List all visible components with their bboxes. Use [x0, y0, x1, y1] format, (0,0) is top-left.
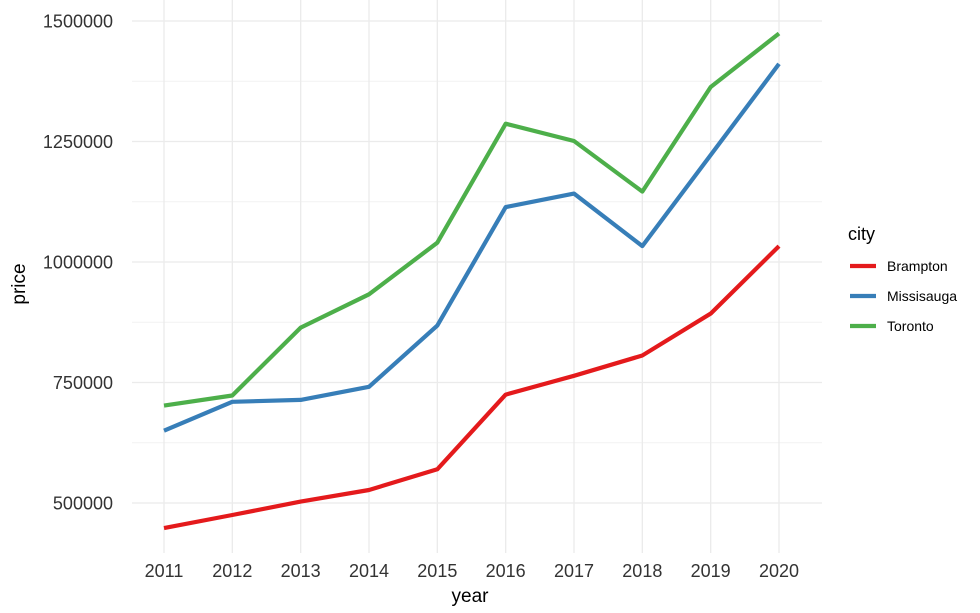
legend-label: Missisauga: [887, 288, 957, 304]
x-tick-label: 2018: [622, 561, 662, 581]
x-tick-label: 2015: [417, 561, 457, 581]
series-line-toronto: [163, 31, 781, 408]
legend-item-missisauga: Missisauga: [850, 288, 957, 304]
x-tick-label: 2012: [212, 561, 252, 581]
x-axis-title: year: [452, 586, 490, 607]
legend-label: Toronto: [887, 318, 934, 334]
x-tick-label: 2011: [145, 561, 184, 581]
y-tick-label: 1250000: [43, 132, 113, 152]
x-tick-label: 2020: [759, 561, 799, 581]
y-axis-ticks: 500000 750000 1000000 1250000 1500000: [43, 12, 113, 514]
y-tick-label: 750000: [53, 373, 113, 393]
y-tick-label: 1000000: [43, 253, 113, 273]
x-tick-label: 2014: [349, 561, 389, 581]
legend-title: city: [848, 224, 875, 244]
y-tick-label: 1500000: [43, 12, 113, 32]
legend-item-brampton: Brampton: [850, 258, 948, 274]
y-axis-title: price: [9, 263, 30, 304]
x-tick-label: 2016: [486, 561, 526, 581]
series-line-missisauga: [163, 62, 781, 433]
legend-label: Brampton: [887, 258, 948, 274]
x-tick-label: 2019: [691, 561, 731, 581]
series-lines: [163, 31, 781, 531]
y-tick-label: 500000: [53, 494, 113, 514]
legend: city Brampton Missisauga Toronto: [848, 224, 957, 334]
series-line-brampton: [163, 244, 781, 531]
x-axis-ticks: 2011 2012 2013 2014 2015 2016 2017 2018 2019 2020: [145, 561, 799, 581]
legend-item-toronto: Toronto: [850, 318, 934, 334]
x-tick-label: 2017: [554, 561, 594, 581]
x-tick-label: 2013: [281, 561, 321, 581]
